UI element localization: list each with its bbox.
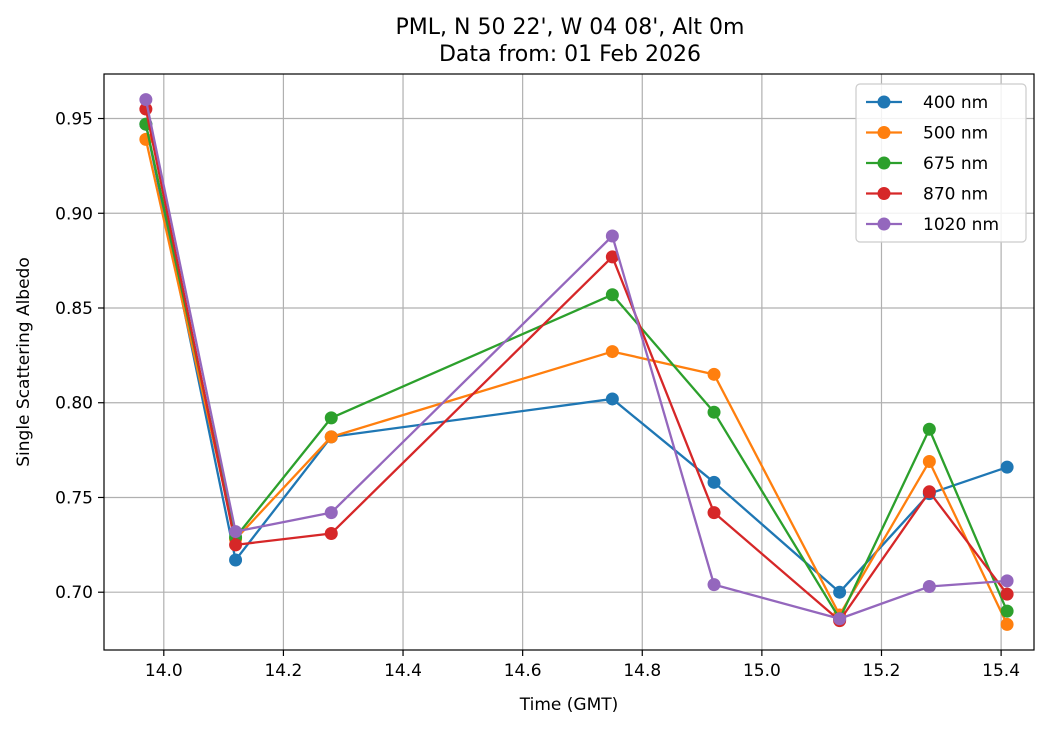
x-tick-label: 15.0	[743, 661, 781, 681]
series-870-nm	[139, 102, 1014, 628]
y-tick-label: 0.85	[55, 299, 93, 319]
data-point-500-nm	[324, 430, 338, 444]
legend-box	[855, 83, 1027, 243]
legend-marker	[877, 95, 891, 109]
data-point-870-nm	[324, 526, 338, 540]
y-axis-label: Single Scattering Albedo	[14, 257, 34, 467]
data-point-400-nm	[229, 553, 243, 567]
x-tick-label: 15.2	[863, 661, 901, 681]
data-point-870-nm	[707, 506, 721, 520]
legend-label: 400 nm	[923, 93, 988, 113]
legend: 400 nm 500 nm 675 nm 870 nm 1020 nm	[855, 83, 1027, 243]
data-point-400-nm	[833, 585, 847, 599]
legend-item-675-nm: 675 nm	[866, 154, 988, 174]
data-point-675-nm	[605, 288, 619, 302]
x-axis-label: Time (GMT)	[519, 695, 619, 715]
legend-label: 1020 nm	[923, 215, 999, 235]
x-tick-label: 14.8	[623, 661, 661, 681]
data-point-870-nm	[922, 485, 936, 499]
data-point-1020-nm	[605, 229, 619, 243]
legend-label: 675 nm	[923, 154, 988, 174]
x-tick-label: 15.4	[982, 661, 1020, 681]
data-point-1020-nm	[324, 506, 338, 520]
legend-label: 500 nm	[923, 124, 988, 144]
x-tick-label: 14.4	[384, 661, 422, 681]
data-point-1020-nm	[1000, 574, 1014, 588]
series-1020-nm	[139, 93, 1014, 626]
series-line-500-nm	[144, 139, 1009, 625]
series-group	[139, 93, 1014, 631]
axis-ticks: 14.0 14.2 14.4 14.6 14.8 15.0 15.2 15.4 0.70 0.75…	[55, 110, 1020, 681]
x-tick-label: 14.0	[145, 661, 183, 681]
legend-marker	[877, 156, 891, 170]
legend-marker	[877, 187, 891, 200]
x-tick-label: 14.6	[504, 661, 542, 681]
chart-title-line-1: PML, N 50 22', W 04 08', Alt 0m	[396, 15, 745, 40]
data-point-870-nm	[605, 250, 619, 264]
legend-item-1020-nm: 1020 nm	[866, 215, 999, 235]
data-point-675-nm	[707, 405, 721, 419]
legend-item-500-nm: 500 nm	[866, 124, 988, 144]
data-point-400-nm	[707, 475, 721, 489]
series-line-1020-nm	[144, 99, 1008, 620]
data-point-500-nm	[1000, 617, 1014, 631]
legend-item-400-nm: 400 nm	[866, 93, 988, 113]
legend-marker	[877, 217, 891, 231]
series-line-675-nm	[144, 123, 1009, 620]
y-tick-label: 0.70	[55, 583, 93, 603]
data-point-675-nm	[324, 411, 338, 425]
data-point-870-nm	[229, 538, 243, 552]
data-point-1020-nm	[229, 525, 243, 539]
data-point-1020-nm	[922, 580, 936, 594]
data-point-500-nm	[707, 367, 721, 381]
series-line-400-nm	[144, 123, 1008, 594]
data-point-1020-nm	[139, 93, 153, 107]
data-point-400-nm	[1000, 460, 1014, 474]
data-point-870-nm	[1000, 587, 1014, 601]
y-tick-label: 0.90	[55, 204, 93, 224]
y-tick-label: 0.75	[55, 488, 93, 508]
x-tick-label: 14.2	[264, 661, 302, 681]
data-point-500-nm	[922, 454, 936, 468]
plot-area-frame	[103, 73, 1035, 651]
data-point-675-nm	[922, 422, 936, 436]
data-point-400-nm	[605, 392, 619, 406]
data-point-1020-nm	[833, 612, 847, 626]
y-tick-label: 0.95	[55, 110, 93, 130]
legend-label: 870 nm	[923, 185, 988, 205]
data-point-1020-nm	[707, 578, 721, 592]
data-point-675-nm	[1000, 604, 1014, 618]
y-tick-label: 0.80	[55, 394, 93, 414]
legend-item-870-nm: 870 nm	[866, 185, 988, 205]
series-line-870-nm	[144, 108, 1009, 622]
chart-title-line-2: Data from: 01 Feb 2026	[439, 42, 701, 67]
data-point-500-nm	[605, 345, 619, 359]
legend-marker	[877, 126, 891, 139]
